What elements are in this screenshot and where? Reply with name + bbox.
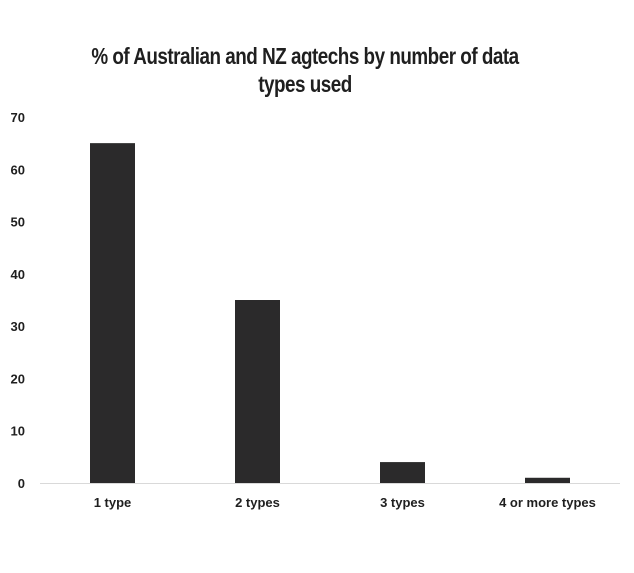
y-tick-label: 40 xyxy=(11,267,25,282)
y-tick-label: 60 xyxy=(11,162,25,177)
y-tick-label: 30 xyxy=(11,319,25,334)
y-tick-label: 50 xyxy=(11,215,25,230)
y-tick-label: 70 xyxy=(11,110,25,125)
y-tick-label: 20 xyxy=(11,371,25,386)
x-tick-label: 2 types xyxy=(235,495,280,510)
x-tick-label: 3 types xyxy=(380,495,425,510)
x-tick-label: 4 or more types xyxy=(499,495,596,510)
x-axis-labels: 1 type 2 types 3 types 4 or more types xyxy=(94,495,596,510)
bars xyxy=(90,143,570,483)
x-tick-label: 1 type xyxy=(94,495,132,510)
y-tick-label: 0 xyxy=(18,476,25,491)
chart-title: % of Australian and NZ agtechs by number… xyxy=(91,43,519,97)
bar-3 xyxy=(380,462,425,483)
y-axis-ticks: 0 10 20 30 40 50 60 70 xyxy=(11,110,25,491)
bar-1 xyxy=(90,143,135,483)
bar-2 xyxy=(235,300,280,483)
y-tick-label: 10 xyxy=(11,424,25,439)
bar-4 xyxy=(525,477,570,483)
